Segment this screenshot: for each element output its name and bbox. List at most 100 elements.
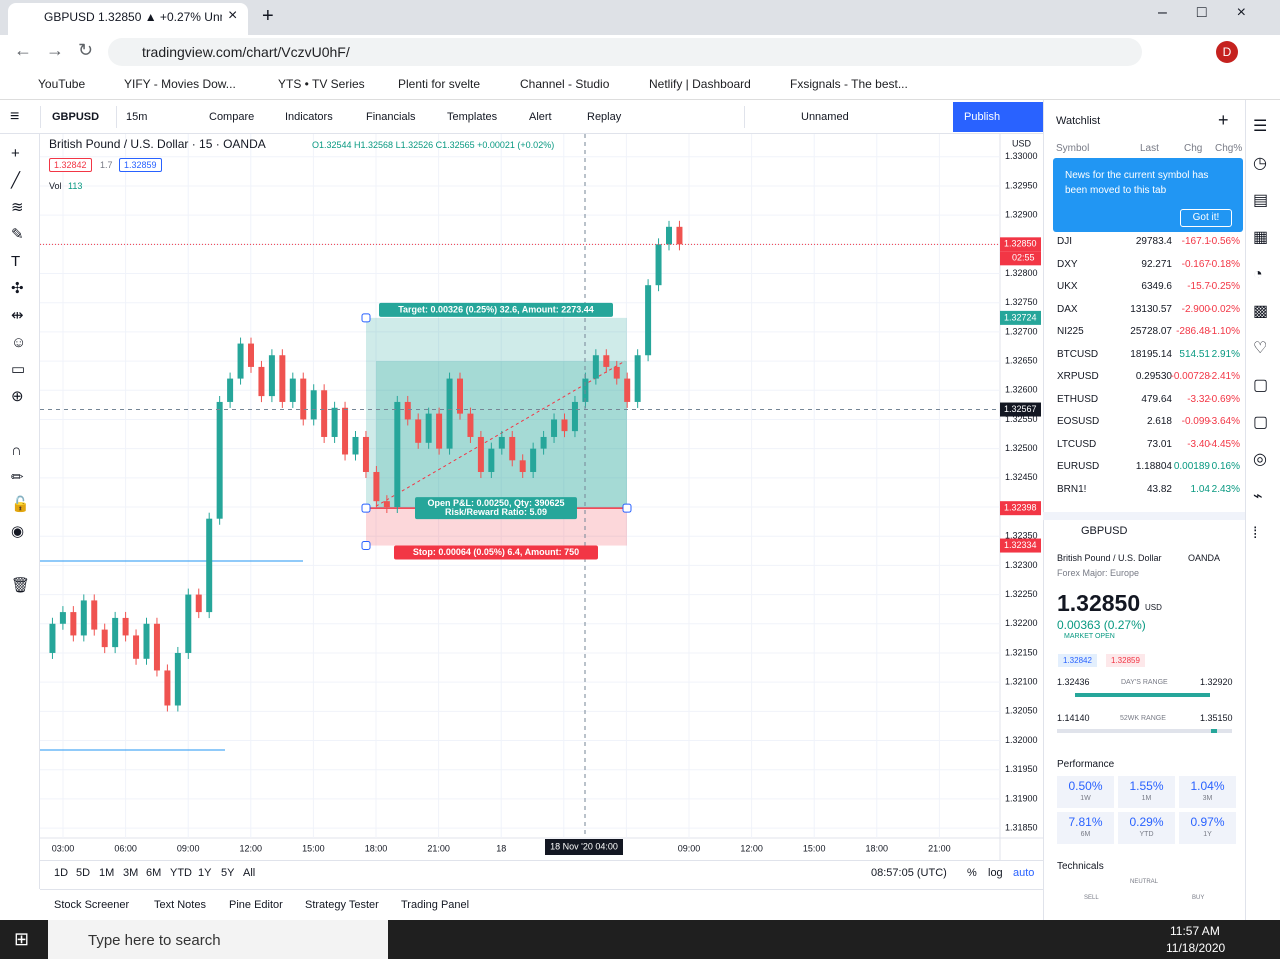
- pnl-label: Risk/Reward Ratio: 5.09: [445, 507, 547, 517]
- toolbar-item[interactable]: Indicators: [285, 111, 333, 123]
- range[interactable]: 6M: [146, 867, 162, 879]
- legend-ohlc: O1.32544 H1.32568 L1.32526 C1.32565 +0.0…: [312, 140, 555, 150]
- y-tick-label: 1.32050: [1005, 706, 1038, 716]
- watchlist-cell[interactable]: EOSUSD: [1057, 416, 1100, 427]
- watchlist-cell[interactable]: UKX: [1057, 281, 1078, 292]
- watchlist-cell[interactable]: EURUSD: [1057, 461, 1100, 472]
- day-range-bar: [1075, 693, 1210, 697]
- bottom-panel: [40, 889, 1043, 920]
- range[interactable]: 1Y: [198, 867, 212, 879]
- tab-close[interactable]: ×: [228, 7, 238, 24]
- publish-button[interactable]: [953, 102, 1043, 132]
- menu[interactable]: ≡: [10, 108, 20, 125]
- bottom-tab[interactable]: Trading Panel: [401, 899, 470, 911]
- interval[interactable]: 15m: [126, 111, 148, 123]
- y-tick-label: 1.32900: [1005, 210, 1038, 220]
- bid[interactable]: 1.32842: [49, 158, 92, 172]
- range[interactable]: 1D: [54, 867, 69, 879]
- range[interactable]: 1M: [99, 867, 115, 879]
- toolbar-item[interactable]: Templates: [447, 111, 498, 123]
- y-tick-label: 1.32800: [1005, 268, 1038, 278]
- notice-button[interactable]: Got it!: [1180, 209, 1232, 227]
- bookmark[interactable]: YouTube: [38, 77, 86, 91]
- nav-buttons[interactable]: ←→↻: [14, 40, 108, 60]
- scale-option[interactable]: log: [988, 867, 1003, 879]
- range[interactable]: YTD: [170, 867, 192, 879]
- candle-body: [362, 436, 369, 472]
- candle-body: [49, 623, 56, 653]
- range[interactable]: 5D: [76, 867, 91, 879]
- pnl-label: Open P&L: 0.00250, Qty: 390625: [427, 498, 564, 508]
- bookmark[interactable]: Channel - Studio: [520, 77, 610, 91]
- handle: [622, 503, 632, 513]
- bottom-tab[interactable]: Strategy Tester: [305, 899, 379, 911]
- bookmark[interactable]: YTS • TV Series: [278, 77, 365, 91]
- symbol-search[interactable]: GBPUSD: [52, 111, 100, 123]
- detail-bid: 1.32842: [1058, 654, 1097, 667]
- x-tick-label: 18:00: [866, 843, 889, 853]
- detail-name: British Pound / U.S. Dollar: [1057, 553, 1162, 563]
- bookmark[interactable]: Netlify | Dashboard: [649, 77, 751, 91]
- watchlist-cell: 0.16%: [1211, 461, 1240, 472]
- candle-body: [530, 448, 537, 472]
- scale-option[interactable]: auto: [1013, 867, 1035, 879]
- profile[interactable]: D: [1216, 41, 1238, 63]
- watchlist-cell[interactable]: BRN1!: [1057, 483, 1087, 495]
- watchlist-cell: -0.25%: [1208, 281, 1240, 292]
- watchlist-cell: 0.29530: [1135, 371, 1172, 382]
- add-symbol[interactable]: +: [1218, 110, 1229, 130]
- layout-name[interactable]: Unnamed: [801, 111, 849, 123]
- omnibox[interactable]: [108, 38, 1142, 66]
- sidebar-icons[interactable]: ☰ ◷ ▤ ▦ ◔ ▩ ♡ ▢ ▢ ◎ ⌁ ⁞: [1253, 118, 1269, 542]
- scale-option[interactable]: %: [967, 867, 977, 879]
- search-box[interactable]: [48, 920, 388, 959]
- drawing-tools[interactable]: + ╱ ≋ ✎ T ✣ ⇹ ☺ ▭ ⊕ ∩ ✏ 🔓 ◉ 🗑: [11, 145, 31, 594]
- watchlist-cell[interactable]: DXY: [1057, 258, 1078, 270]
- y-tick-label: 1.32350: [1005, 531, 1038, 541]
- crosshair-price: 1.32567: [1004, 404, 1037, 414]
- watchlist-cell[interactable]: BTCUSD: [1057, 348, 1099, 360]
- watchlist-cell[interactable]: DJI: [1057, 236, 1072, 247]
- y-tick-label: 1.32200: [1005, 618, 1038, 628]
- range[interactable]: 3M: [123, 867, 139, 879]
- active-tab[interactable]: [8, 3, 248, 35]
- bookmark[interactable]: Fxsignals - The best...: [790, 77, 908, 91]
- ask[interactable]: 1.32859: [119, 158, 162, 172]
- x-tick-label: 18:00: [365, 843, 388, 853]
- window-controls[interactable]: –□×: [1158, 4, 1276, 21]
- watchlist-cell[interactable]: LTCUSD: [1057, 438, 1097, 450]
- new-tab[interactable]: +: [262, 5, 274, 27]
- bottom-tab[interactable]: Stock Screener: [54, 899, 130, 911]
- performance-value: 1.04%: [1190, 779, 1225, 793]
- candle-body: [268, 355, 275, 397]
- x-tick-label: 15:00: [803, 843, 826, 853]
- bookmark[interactable]: Plenti for svelte: [398, 77, 481, 91]
- crosshair-time-bg: [545, 839, 623, 855]
- watchlist-cell[interactable]: XRPUSD: [1057, 371, 1099, 382]
- bookmark[interactable]: YIFY - Movies Dow...: [124, 77, 236, 91]
- performance-box: [1179, 812, 1236, 844]
- performance-period: 6M: [1080, 831, 1091, 838]
- candle-body: [561, 419, 568, 432]
- range[interactable]: 5Y: [221, 867, 235, 879]
- range[interactable]: All: [243, 867, 256, 879]
- watchlist-cell[interactable]: NI225: [1057, 326, 1084, 337]
- toolbar-item[interactable]: Alert: [529, 111, 552, 123]
- watchlist-title[interactable]: Watchlist: [1056, 115, 1101, 127]
- spread: 1.7: [100, 160, 113, 170]
- toolbar-item[interactable]: Replay: [587, 111, 622, 123]
- performance-value: 1.55%: [1129, 779, 1164, 793]
- target-price: 1.32724: [1004, 312, 1037, 322]
- bottom-tab[interactable]: Text Notes: [154, 899, 206, 911]
- toolbar-item[interactable]: Compare: [209, 111, 255, 123]
- watchlist-cell: 43.82: [1146, 483, 1172, 495]
- watchlist-cell[interactable]: ETHUSD: [1057, 393, 1099, 405]
- candle-body: [655, 244, 662, 286]
- candle-body: [666, 226, 672, 245]
- start[interactable]: ⊞: [14, 929, 30, 949]
- candle-body: [342, 407, 349, 455]
- toolbar-item[interactable]: Financials: [366, 111, 416, 123]
- bottom-tab[interactable]: Pine Editor: [229, 899, 283, 911]
- watchlist-cell[interactable]: DAX: [1057, 303, 1078, 315]
